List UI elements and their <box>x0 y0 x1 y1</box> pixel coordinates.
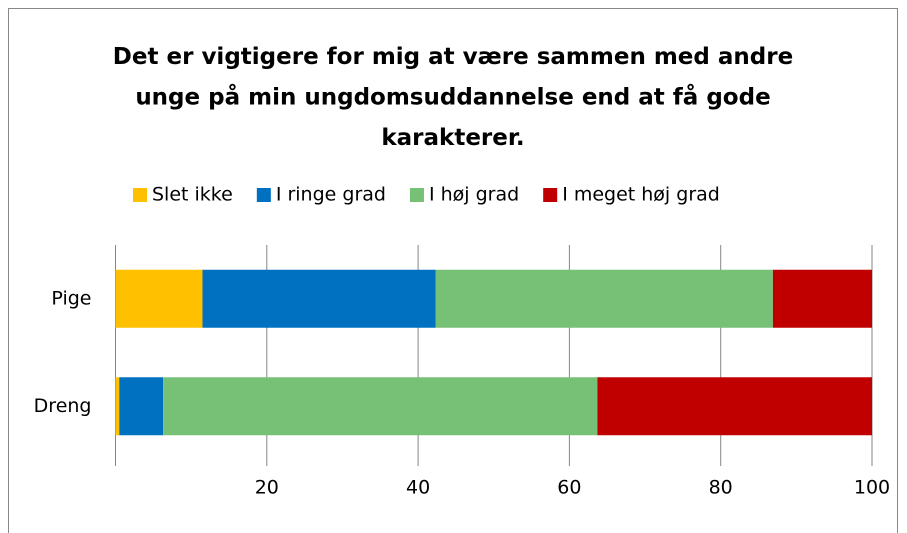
bar-segment <box>115 377 120 436</box>
legend-swatch <box>133 188 147 202</box>
bar-segment <box>435 269 773 328</box>
bar-segment <box>119 377 164 436</box>
legend-swatch <box>543 188 558 202</box>
bar-segment <box>202 269 436 328</box>
x-tick-label: 100 <box>854 477 890 499</box>
x-tick-label: 40 <box>406 477 430 499</box>
bar-segment <box>115 269 203 328</box>
legend-swatch <box>256 188 271 202</box>
chart-title: Det er vigtigere for mig at være sammen … <box>113 44 793 151</box>
legend-label: I høj grad <box>429 184 519 206</box>
y-tick-label: Dreng <box>34 395 92 417</box>
legend-label: I ringe grad <box>276 184 386 206</box>
bar-segment <box>163 377 598 436</box>
bar-segment <box>597 377 872 436</box>
x-tick-label: 80 <box>709 477 733 499</box>
y-tick-label: Pige <box>51 287 91 309</box>
x-tick-label: 60 <box>557 477 581 499</box>
legend-swatch <box>409 188 424 202</box>
legend-label: Slet ikke <box>152 184 233 206</box>
bar-segment <box>772 269 872 328</box>
legend-label: I meget høj grad <box>562 184 720 206</box>
x-tick-label: 20 <box>255 477 279 499</box>
